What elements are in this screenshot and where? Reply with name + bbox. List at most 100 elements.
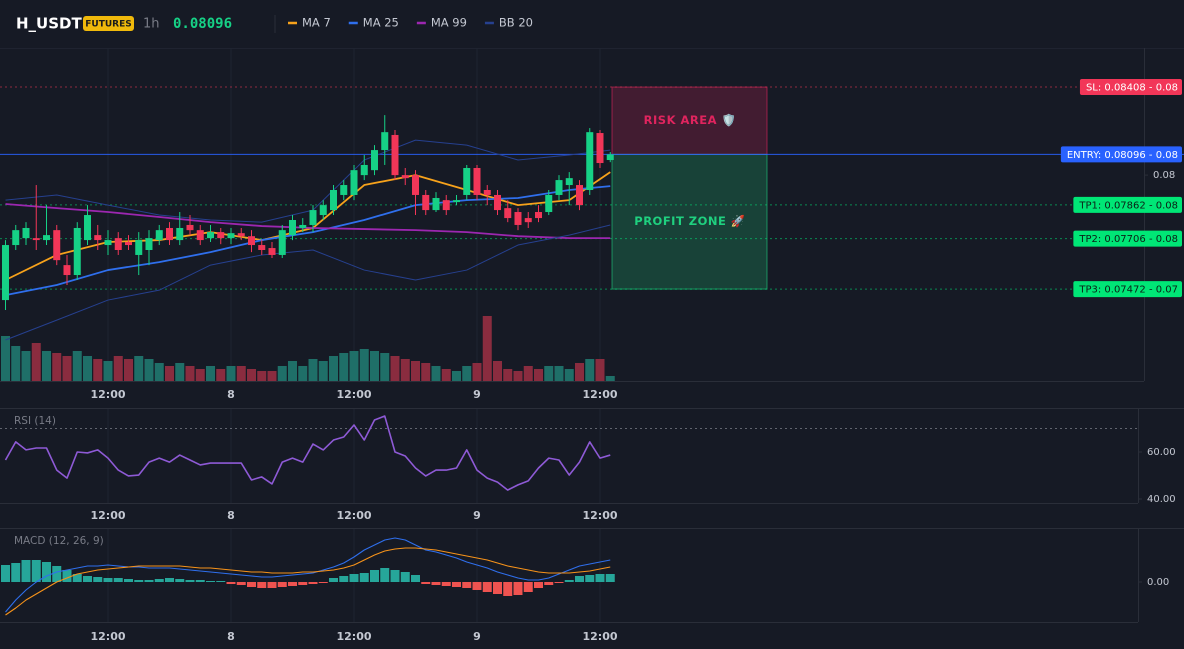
symbol: H_USDT	[16, 15, 82, 33]
candle-body	[586, 132, 594, 191]
histogram-bar	[267, 582, 277, 588]
volume-bar	[523, 366, 533, 381]
histogram-bar	[226, 582, 236, 584]
price-level-tag	[1060, 146, 1182, 163]
x-tick-label: 8	[227, 630, 235, 643]
histogram-bar	[154, 579, 164, 582]
volume-bar	[267, 371, 277, 381]
histogram-bar	[247, 582, 256, 587]
candle-body	[545, 194, 553, 213]
volume-bar	[72, 351, 82, 381]
volume-bar	[42, 351, 51, 381]
histogram-bar	[595, 574, 605, 582]
volume-bar	[113, 356, 123, 381]
candle-body	[371, 150, 378, 171]
histogram-bar	[93, 577, 103, 582]
y-tick-label: 60.00	[1147, 447, 1176, 458]
histogram-bar	[411, 575, 420, 582]
candle-body	[217, 232, 225, 239]
candle-body	[166, 227, 173, 241]
candle-body	[155, 230, 163, 241]
volume-bar	[503, 369, 513, 381]
candle-body	[278, 230, 286, 255]
histogram-bar	[349, 574, 359, 582]
volume-bar	[564, 369, 574, 381]
candle-body	[309, 210, 317, 225]
volume-bar	[288, 361, 297, 381]
candle-body	[412, 175, 419, 195]
histogram-bar	[503, 582, 513, 596]
x-tick-label: 12:00	[582, 630, 617, 643]
candle-body	[237, 233, 245, 237]
histogram-bar	[103, 578, 113, 582]
volume-bar	[144, 359, 154, 381]
candle-body	[135, 240, 143, 255]
histogram-bar	[329, 578, 338, 582]
histogram-bar	[359, 573, 369, 582]
x-tick-label: 9	[473, 630, 481, 643]
histogram-bar	[124, 579, 133, 582]
volume-bar	[472, 363, 482, 381]
histogram-bar	[523, 582, 533, 592]
candle-body	[401, 175, 409, 179]
volume-bar	[605, 376, 615, 381]
x-tick-label: 12:00	[90, 509, 125, 522]
price-level-tag	[1073, 230, 1182, 247]
candle-body	[340, 185, 348, 195]
volume-bar	[400, 359, 410, 381]
candle-body	[330, 190, 337, 211]
price-level-label: ENTRY: 0.08096 - 0.08	[1067, 150, 1178, 161]
candle-body	[53, 230, 61, 261]
histogram-bar	[11, 563, 21, 582]
candle-body	[555, 180, 563, 195]
candle-body	[463, 167, 471, 195]
histogram-bar	[277, 582, 287, 587]
candle-body	[12, 230, 20, 246]
histogram-bar	[288, 582, 297, 586]
candle-body	[125, 242, 132, 246]
candle-body	[207, 232, 214, 239]
candle-body	[442, 200, 450, 211]
candle-body	[596, 133, 604, 164]
zone-label: RISK AREA 🛡️	[644, 113, 737, 127]
histogram-bar	[134, 580, 144, 582]
candle-body	[104, 240, 112, 246]
candle-body	[94, 235, 102, 241]
volume-bar	[31, 343, 41, 381]
candle-body	[299, 224, 307, 228]
histogram-bar	[206, 581, 215, 582]
x-tick-label: 12:00	[336, 630, 371, 643]
histogram-bar	[298, 582, 308, 585]
histogram-bar	[318, 582, 328, 583]
volume-bar	[1, 336, 10, 381]
legend-label: MA 25	[363, 16, 399, 30]
price-level-tag	[1079, 79, 1182, 96]
candle-body	[248, 236, 255, 246]
volume-bar	[206, 366, 215, 381]
volume-bar	[370, 351, 379, 381]
line-values	[5, 537, 611, 613]
volume-bar	[349, 351, 359, 381]
histogram-bar	[452, 582, 461, 587]
histogram-bar	[585, 575, 595, 582]
candle-body	[606, 154, 614, 161]
candle-body	[258, 245, 266, 251]
price-level-label: TP1: 0.07862 - 0.08	[1078, 200, 1178, 211]
candle-body	[453, 200, 460, 203]
candle-body	[483, 190, 491, 195]
candle-body	[227, 233, 235, 239]
zone-label: PROFIT ZONE 🚀	[634, 214, 746, 228]
volume-bar	[277, 366, 287, 381]
volume-bar	[62, 356, 72, 381]
volume-bar	[482, 316, 492, 381]
x-tick-label: 9	[473, 509, 481, 522]
candle-body	[176, 227, 184, 241]
volume-bar	[329, 356, 338, 381]
candle-body	[422, 194, 430, 211]
volume-bar	[247, 369, 256, 381]
histogram-bar	[462, 582, 472, 588]
legend-label: BB 20	[499, 16, 533, 30]
candle-body	[196, 230, 204, 241]
volume-bar	[308, 359, 318, 381]
